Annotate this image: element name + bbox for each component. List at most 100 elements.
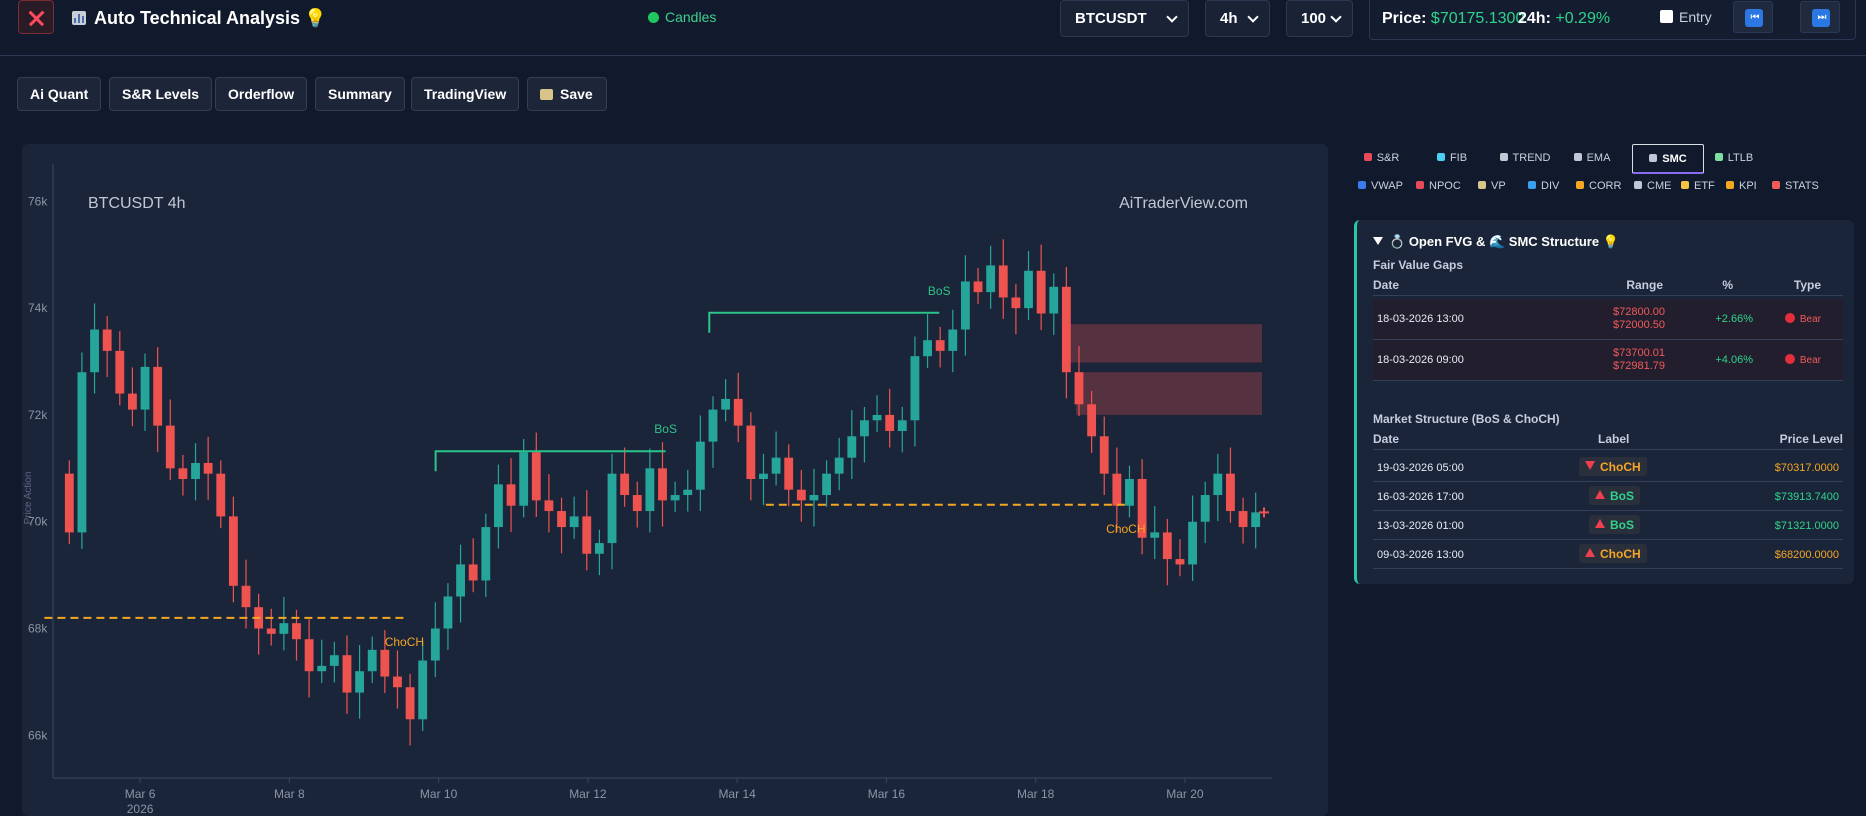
ms-price-level: $68200.0000	[1774, 549, 1839, 561]
candle-body	[557, 511, 566, 528]
ms-table-row[interactable]: 16-03-2026 17:00 BoS $73913.7400	[1373, 482, 1843, 511]
candle-body	[620, 473, 630, 496]
fvg-type-label: Bear	[1799, 355, 1821, 366]
medal-icon	[1726, 181, 1734, 189]
candle-body	[670, 495, 680, 501]
ai-quant-button[interactable]: Ai Quant	[17, 77, 102, 111]
candle-body	[1074, 372, 1084, 405]
lightbulb-icon: 💡	[1599, 234, 1619, 249]
fvg-table-row[interactable]: 18-03-2026 13:00 $72800.00 $72000.50 +2.66%…	[1373, 299, 1843, 340]
price-value: $70175.1300	[1430, 10, 1525, 27]
candle-body	[1150, 532, 1160, 538]
ms-table-row[interactable]: 19-03-2026 05:00 ChoCH $70317.0000	[1373, 453, 1843, 482]
x-tick-label: Mar 16	[868, 787, 906, 801]
ms-price-level: $70317.0000	[1774, 462, 1839, 474]
fvg-pct: +2.66%	[1715, 313, 1753, 325]
bos-annotation: BoS	[928, 284, 951, 298]
tab-label: S&R	[1376, 152, 1400, 164]
tab-sr[interactable]: S&R	[1354, 144, 1409, 174]
orderflow-button[interactable]: Orderflow	[215, 77, 308, 111]
candle-body	[430, 628, 440, 661]
tab-ema[interactable]: EMA	[1563, 144, 1621, 174]
y-tick-label: 70k	[28, 515, 48, 529]
lightbulb-icon: 💡	[304, 8, 327, 28]
candle-body	[759, 473, 768, 480]
fvg-range-high: $72800.00	[1613, 306, 1665, 318]
fvg-date: 18-03-2026 13:00	[1377, 313, 1464, 325]
tab-vp[interactable]: VP	[1478, 180, 1506, 192]
ms-table-row[interactable]: 09-03-2026 13:00 ChoCH $68200.0000	[1373, 540, 1843, 569]
y-tick-label: 68k	[28, 622, 48, 636]
card-title-text: Open FVG & 🌊 SMC Structure	[1408, 234, 1600, 249]
tab-vwap[interactable]: VWAP	[1358, 180, 1403, 192]
nav-prev-button[interactable]: ⏮	[1733, 1, 1773, 33]
change-display: 24h: +0.29%	[1518, 10, 1610, 28]
tab-cme[interactable]: CME	[1634, 180, 1671, 192]
fvg-table-row[interactable]: 18-03-2026 09:00 $73700.01 $72981.79 +4.06%…	[1373, 340, 1843, 381]
ms-price-level: $71321.0000	[1774, 520, 1839, 532]
ms-table-row[interactable]: 13-03-2026 01:00 BoS $71321.0000	[1373, 511, 1843, 540]
tab-fib[interactable]: FIB	[1423, 144, 1481, 174]
interval-select[interactable]: 4h	[1205, 0, 1270, 37]
sr-levels-button[interactable]: S&R Levels	[109, 77, 213, 111]
candle-body	[216, 473, 226, 517]
tab-ltlb[interactable]: LTLB	[1702, 144, 1766, 174]
bos-annotation: BoS	[654, 422, 677, 436]
triangle-up-icon	[1595, 519, 1605, 528]
symbol-value: BTCUSDT	[1075, 10, 1147, 27]
tab-kpi[interactable]: KPI	[1726, 180, 1757, 192]
save-icon	[540, 89, 553, 100]
bar-chart-icon	[72, 11, 86, 25]
price-chart[interactable]: BTCUSDT 4h AiTraderView.com Price Action…	[22, 144, 1328, 816]
candle-body	[127, 393, 137, 410]
tradingview-button[interactable]: TradingView	[411, 77, 520, 111]
candle-body	[468, 564, 478, 581]
fvg-range-low: $72981.79	[1613, 360, 1665, 372]
candle-body	[456, 564, 465, 597]
tab-div[interactable]: DIV	[1528, 180, 1559, 192]
candle-body	[317, 665, 327, 672]
tab-label: STATS	[1785, 180, 1819, 192]
triangle-up-icon	[1595, 490, 1605, 499]
candle-body	[1125, 479, 1134, 506]
tab-corr[interactable]: CORR	[1576, 180, 1621, 192]
summary-button[interactable]: Summary	[315, 77, 405, 111]
candle-count-select[interactable]: 100	[1286, 0, 1353, 37]
chart-canvas[interactable]: BTCUSDT 4h AiTraderView.com Price Action…	[22, 144, 1328, 816]
fvg-range-high: $73700.01	[1613, 347, 1665, 359]
ms-date: 16-03-2026 17:00	[1377, 491, 1464, 503]
candle-body	[721, 398, 731, 410]
symbol-select[interactable]: BTCUSDT	[1060, 0, 1189, 37]
save-button[interactable]: Save	[527, 77, 607, 111]
candle-body	[1099, 436, 1109, 474]
indicator-tabs: S&R FIB TREND EMA SMC LTLB	[1354, 144, 1859, 174]
ms-label: BoS	[1610, 489, 1634, 503]
tab-stats[interactable]: STATS	[1772, 180, 1819, 192]
candle-body	[506, 484, 516, 506]
candle-body	[64, 473, 74, 533]
y-tick-label: 76k	[28, 194, 48, 208]
candle-body	[228, 516, 238, 586]
collapse-triangle-icon	[1373, 237, 1383, 245]
tab-trend[interactable]: TREND	[1493, 144, 1557, 174]
tab-npoc[interactable]: NPOC	[1416, 180, 1461, 192]
ms-section-title: Market Structure (BoS & ChoCH)	[1373, 412, 1560, 426]
y-tick-label: 72k	[28, 408, 48, 422]
ms-price-level: $73913.7400	[1774, 491, 1839, 503]
chart-mode-indicator[interactable]: Candles	[648, 9, 716, 25]
magnet-icon	[1416, 181, 1424, 189]
tab-smc[interactable]: SMC	[1632, 144, 1704, 174]
candle-body	[733, 398, 743, 426]
candle-body	[191, 462, 200, 480]
ring-icon	[1649, 154, 1658, 162]
card-title[interactable]: 💍 Open FVG & 🌊 SMC Structure 💡	[1373, 234, 1619, 250]
nav-next-button[interactable]: ⏭	[1800, 1, 1840, 33]
tab-label: ETF	[1694, 180, 1715, 192]
candle-body	[77, 372, 87, 533]
close-button[interactable]	[18, 0, 54, 34]
entry-toggle[interactable]: Entry	[1660, 9, 1712, 25]
tab-etf[interactable]: ETF	[1681, 180, 1715, 192]
entry-checkbox[interactable]	[1660, 10, 1673, 23]
tab-label: VWAP	[1371, 180, 1403, 192]
vwap-icon	[1358, 181, 1366, 189]
